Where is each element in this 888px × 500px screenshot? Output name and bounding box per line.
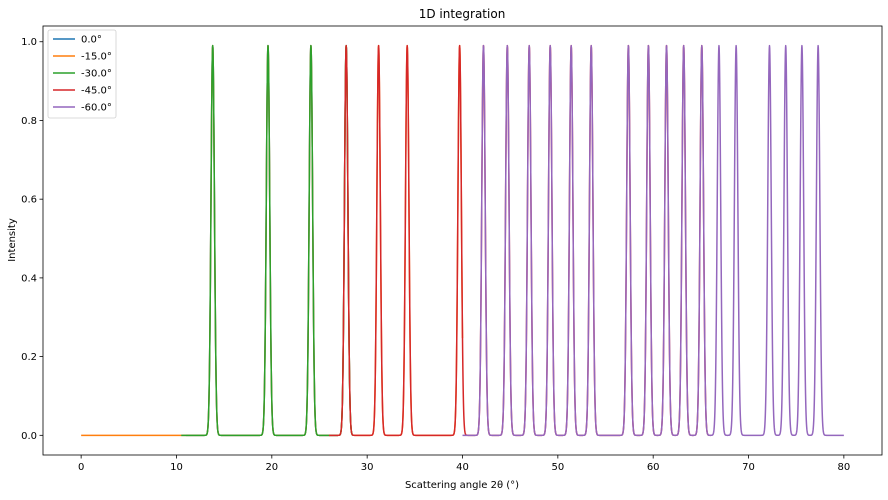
x-axis-label: Scattering angle 2θ (°) (405, 480, 519, 491)
legend-label: 0.0° (81, 35, 102, 46)
legend-label: -30.0° (81, 69, 112, 80)
y-tick-label: 0.4 (21, 273, 37, 284)
series-line (180, 44, 354, 437)
x-tick-label: 50 (551, 462, 564, 473)
chart-title: 1D integration (419, 7, 506, 21)
series-line (461, 44, 845, 437)
legend-label: -45.0° (81, 86, 112, 97)
x-tick-label: 40 (456, 462, 469, 473)
x-tick-label: 10 (170, 462, 183, 473)
legend-label: -15.0° (81, 52, 112, 63)
x-tick-label: 70 (742, 462, 755, 473)
y-tick-label: 0.6 (21, 195, 37, 206)
y-tick-label: 0.8 (21, 116, 37, 127)
legend: 0.0° -15.0° -30.0° -45.0° -60.0° (47, 29, 117, 119)
legend-label: -60.0° (81, 103, 112, 114)
y-tick-label: 0.2 (21, 352, 37, 363)
x-tick-label: 0 (78, 462, 84, 473)
y-tick-label: 1.0 (21, 37, 37, 48)
y-axis: 0.0 0.2 0.4 0.6 0.8 1.0 (21, 37, 43, 442)
x-tick-label: 20 (265, 462, 278, 473)
x-tick-label: 60 (647, 462, 660, 473)
x-tick-label: 30 (361, 462, 374, 473)
series-layer (80, 44, 845, 437)
y-tick-label: 0.0 (21, 431, 37, 442)
y-axis-label: Intensity (7, 218, 18, 262)
x-tick-label: 80 (837, 462, 850, 473)
x-axis: 0 10 20 30 40 50 60 70 80 (78, 455, 850, 473)
legend-box (47, 29, 117, 119)
